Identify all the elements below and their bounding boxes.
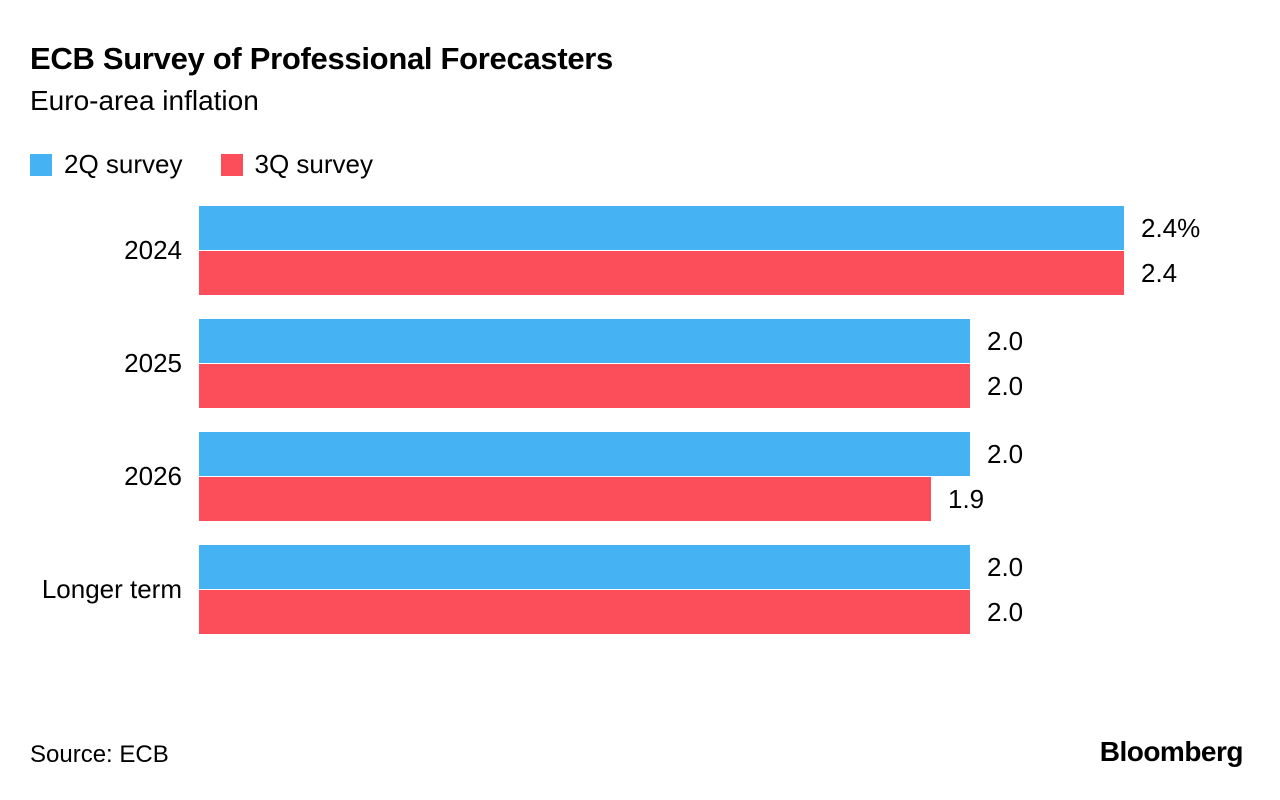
source-note: Source: ECB — [30, 741, 169, 768]
value-label: 2.0 — [987, 438, 1024, 469]
bar — [199, 206, 1124, 250]
bar — [199, 319, 970, 363]
legend: 2Q survey 3Q survey — [30, 149, 373, 180]
bar — [199, 251, 1124, 295]
value-label: 2.0 — [987, 325, 1024, 356]
legend-swatch — [220, 153, 243, 176]
legend-label: 2Q survey — [64, 149, 183, 179]
value-label: 2.0 — [987, 551, 1024, 582]
bar-group: Longer term 2.0 2.0 — [0, 545, 1280, 634]
bar-group: 2024 2.4% 2.4 — [0, 206, 1280, 295]
bar — [199, 364, 970, 408]
category-label: Longer term — [41, 574, 182, 604]
category-label: 2026 — [124, 461, 182, 491]
category-label: 2025 — [124, 348, 182, 378]
legend-label: 3Q survey — [254, 149, 374, 179]
bar — [199, 590, 970, 634]
category-label: 2024 — [124, 235, 182, 265]
value-label: 2.0 — [987, 596, 1024, 627]
bloomberg-logo: Bloomberg — [1099, 736, 1244, 767]
bar — [199, 477, 931, 521]
legend-item: 3Q survey — [220, 149, 374, 180]
bar — [199, 432, 970, 476]
page-title: ECB Survey of Professional Forecasters — [30, 41, 613, 76]
bar-group: 2026 2.0 1.9 — [0, 432, 1280, 521]
legend-item: 2Q survey — [30, 149, 183, 180]
value-label: 2.4 — [1141, 257, 1178, 288]
legend-swatch — [30, 153, 52, 176]
page-subtitle: Euro-area inflation — [30, 85, 259, 116]
value-label: 1.9 — [948, 483, 985, 514]
value-label: 2.4% — [1141, 212, 1201, 243]
bar — [199, 545, 970, 589]
bar-group: 2025 2.0 2.0 — [0, 319, 1280, 408]
value-label: 2.0 — [987, 370, 1024, 401]
